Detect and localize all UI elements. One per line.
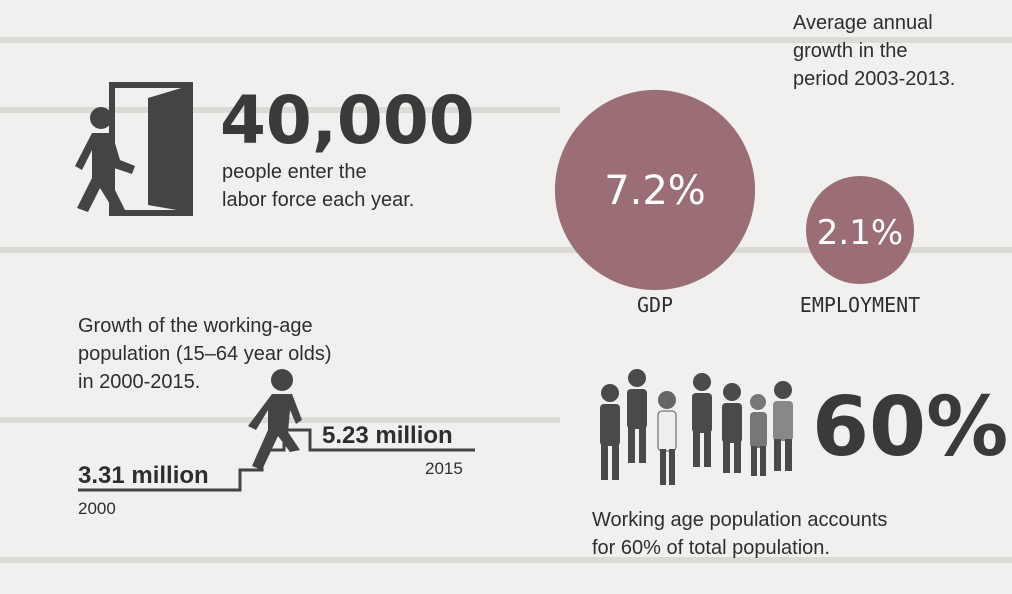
labor-text: labor force each year. [222, 189, 414, 211]
growth-label: 2.1% [817, 213, 903, 253]
growth-label: 7.2% [604, 168, 706, 214]
growth-name: EMPLOYMENT [800, 293, 920, 317]
door-icon [75, 82, 193, 216]
growth-title: growth in the [793, 40, 908, 62]
share-number: 60% [812, 380, 1008, 475]
end-value: 5.23 million [322, 422, 453, 449]
share-text: for 60% of total population. [592, 537, 830, 559]
working-age-title: in 2000-2015. [78, 371, 200, 393]
start-year: 2000 [78, 499, 116, 518]
working-age-title: Growth of the working-age [78, 315, 313, 337]
labor-number: 40,000 [220, 82, 475, 159]
people-icon [600, 369, 793, 485]
start-value: 3.31 million [78, 462, 209, 489]
growth-title: period 2003-2013. [793, 68, 955, 90]
growth-bubble [554, 89, 756, 291]
growth-title: Average annual [793, 12, 933, 34]
end-year: 2015 [425, 459, 463, 478]
share-text: Working age population accounts [592, 509, 887, 531]
growth-bubble [805, 175, 915, 285]
working-age-title: population (15–64 year olds) [78, 343, 332, 365]
growth-name: GDP [637, 293, 673, 317]
labor-text: people enter the [222, 161, 367, 183]
stairs-icon [78, 369, 475, 492]
growth-bubbles: 7.2% GDP 2.1% EMPLOYMENT [554, 89, 920, 317]
